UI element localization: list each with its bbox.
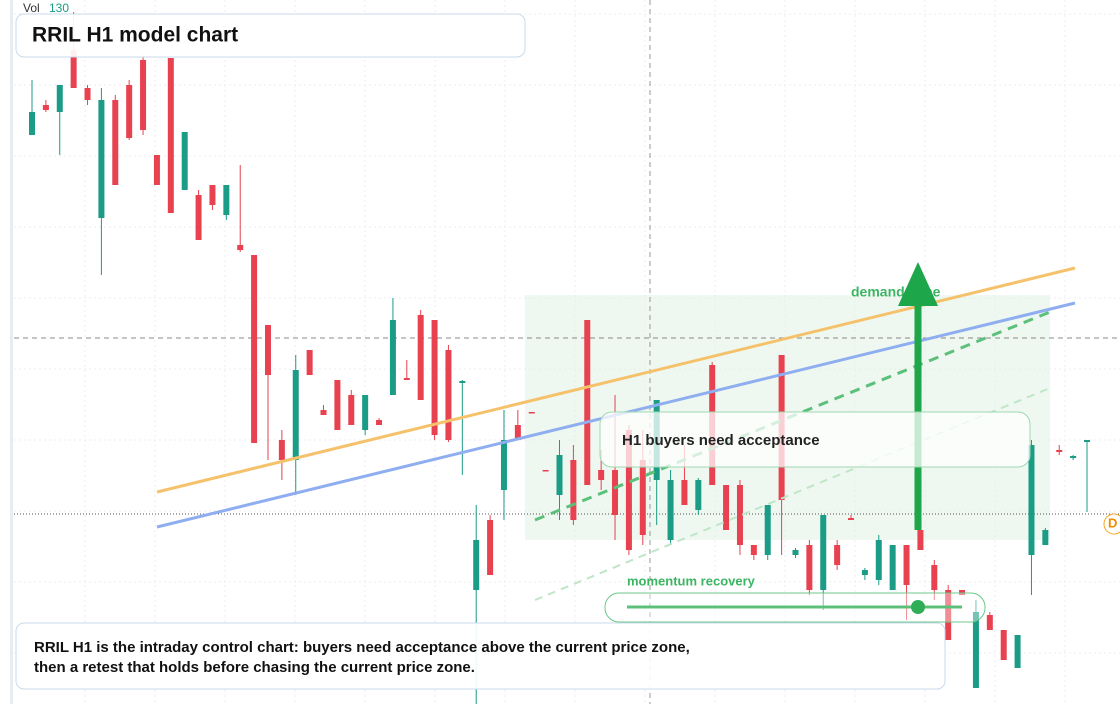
candle-body bbox=[848, 518, 855, 520]
candle-body bbox=[667, 480, 674, 540]
candle-body bbox=[625, 430, 632, 550]
candle-body bbox=[1014, 635, 1021, 668]
left-edge bbox=[10, 0, 13, 704]
candle-body bbox=[376, 420, 383, 425]
candle-body bbox=[542, 470, 549, 472]
candle-body bbox=[1000, 630, 1007, 660]
candle-body bbox=[334, 380, 341, 430]
candle-body bbox=[570, 460, 577, 520]
candle-body bbox=[1070, 456, 1077, 458]
title-box bbox=[15, 13, 526, 58]
candle-body bbox=[945, 590, 952, 640]
candle-body bbox=[195, 195, 202, 240]
candle-body bbox=[917, 530, 924, 550]
candle-body bbox=[320, 410, 327, 415]
candle-body bbox=[806, 545, 813, 590]
candle-body bbox=[153, 155, 160, 185]
candle-body bbox=[459, 381, 466, 383]
candle-body bbox=[487, 520, 494, 575]
candle-body bbox=[181, 132, 188, 190]
candle-body bbox=[598, 470, 605, 480]
candle-body bbox=[98, 100, 105, 218]
candle-body bbox=[556, 455, 563, 495]
candle-body bbox=[445, 350, 452, 440]
candle-body bbox=[903, 545, 910, 585]
candle-body bbox=[29, 112, 35, 135]
acceptance-label: H1 buyers need acceptance bbox=[622, 432, 820, 449]
candle-body bbox=[500, 440, 507, 490]
candle-body bbox=[140, 60, 147, 130]
candle-body bbox=[875, 540, 882, 580]
candle-body bbox=[792, 550, 799, 555]
candle-body bbox=[431, 320, 438, 435]
candle-body bbox=[264, 325, 271, 375]
candle-body bbox=[56, 85, 63, 112]
arrow-head bbox=[898, 262, 938, 306]
candle-body bbox=[126, 85, 133, 138]
candle-body bbox=[514, 425, 521, 440]
candle-body bbox=[473, 540, 480, 590]
candle-body bbox=[681, 480, 688, 505]
candle-body bbox=[167, 58, 174, 213]
candle-body bbox=[362, 395, 369, 430]
candle-body bbox=[639, 460, 646, 535]
candle-body bbox=[292, 370, 299, 460]
candle-body bbox=[889, 545, 896, 590]
caption-box bbox=[15, 622, 946, 690]
candle-body bbox=[834, 545, 841, 565]
candle-body bbox=[861, 570, 868, 575]
candle-body bbox=[348, 395, 355, 425]
candle-body bbox=[84, 88, 91, 100]
candle-body bbox=[278, 440, 285, 460]
candle-body bbox=[223, 185, 230, 215]
candle-body bbox=[820, 515, 827, 590]
candle-body bbox=[1028, 445, 1035, 555]
candle-body bbox=[403, 378, 410, 380]
candle-body bbox=[389, 320, 396, 395]
volume-value: 130 bbox=[49, 1, 69, 15]
candle-body bbox=[306, 350, 313, 375]
candle-body bbox=[931, 565, 938, 590]
candle-body bbox=[251, 255, 258, 443]
candle-body bbox=[612, 470, 619, 515]
badge-label: D bbox=[1108, 515, 1117, 530]
candle-body bbox=[723, 485, 730, 530]
momentum-label: momentum recovery bbox=[627, 573, 756, 588]
acceptance-box bbox=[599, 411, 1031, 468]
caption-line: RRIL H1 is the intraday control chart: b… bbox=[34, 639, 690, 656]
candles bbox=[29, 12, 1090, 704]
candle-body bbox=[1056, 450, 1063, 452]
chart-title: RRIL H1 model chart bbox=[32, 24, 238, 47]
candle-body bbox=[972, 612, 979, 688]
candle-body bbox=[1042, 530, 1049, 545]
candle-body bbox=[417, 315, 424, 400]
candle-body bbox=[764, 505, 771, 555]
candle-body bbox=[584, 320, 591, 485]
candle-body bbox=[736, 485, 743, 545]
candle-body bbox=[528, 412, 535, 414]
caption-line: then a retest that holds before chasing … bbox=[34, 659, 475, 676]
volume-label: Vol bbox=[23, 1, 40, 15]
badge bbox=[1103, 513, 1120, 535]
candle-body bbox=[750, 545, 757, 555]
candle-body bbox=[1084, 440, 1090, 442]
candle-body bbox=[695, 480, 702, 510]
candle-body bbox=[42, 105, 49, 110]
candle-body bbox=[70, 50, 77, 88]
candle-body bbox=[237, 245, 244, 250]
candle-body bbox=[986, 615, 993, 630]
candle-body bbox=[112, 100, 119, 185]
candle-body bbox=[209, 185, 216, 205]
momentum-dot bbox=[911, 600, 925, 614]
